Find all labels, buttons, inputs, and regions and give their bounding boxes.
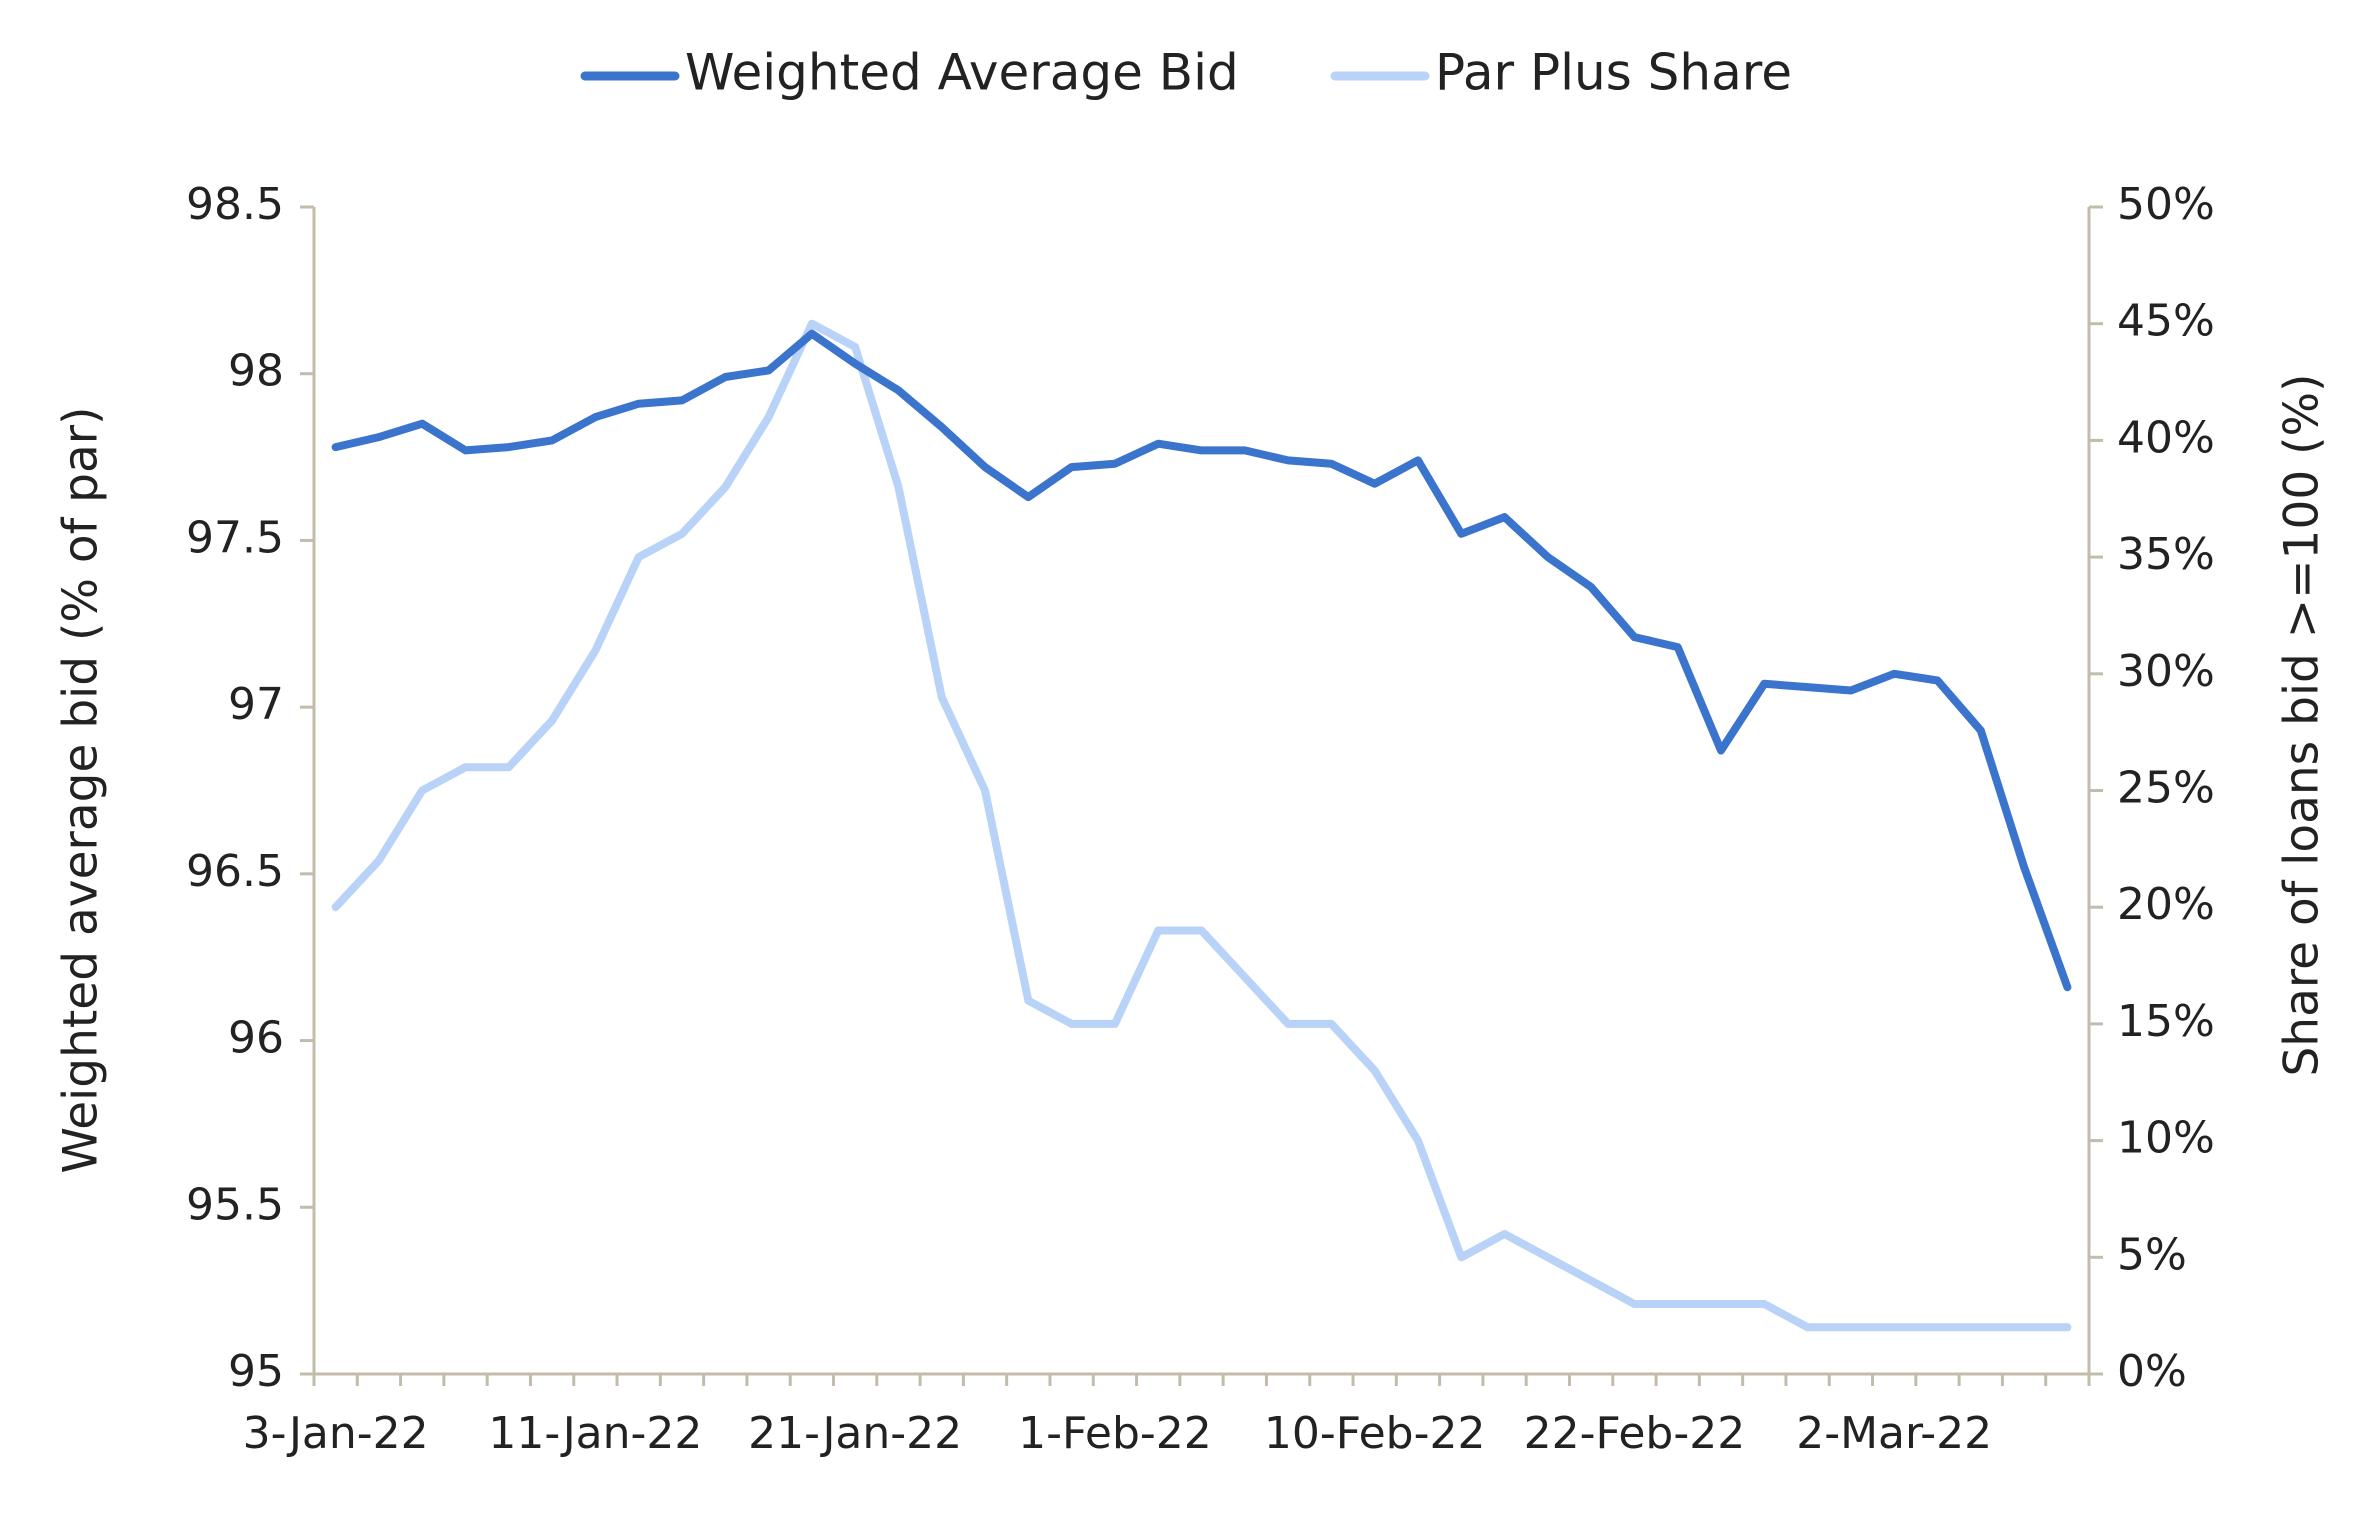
y2-tick-label: 30%	[2117, 646, 2215, 697]
x-tick-label: 21-Jan-22	[748, 1408, 962, 1459]
x-tick-label: 11-Jan-22	[488, 1408, 702, 1459]
y-tick-label: 96.5	[186, 846, 284, 897]
y-tick-label: 97	[228, 679, 284, 730]
x-tick-label: 3-Jan-22	[243, 1408, 429, 1459]
x-tick-label: 10-Feb-22	[1264, 1408, 1486, 1459]
y2-tick-label: 0%	[2117, 1346, 2187, 1397]
y-tick-label: 98	[228, 346, 284, 397]
y-tick-label: 98.5	[186, 179, 284, 230]
y2-tick-label: 15%	[2117, 996, 2215, 1047]
y-tick-label: 95.5	[186, 1179, 284, 1230]
y2-tick-label: 50%	[2117, 179, 2215, 230]
y2-tick-label: 10%	[2117, 1113, 2215, 1164]
y2-tick-label: 5%	[2117, 1229, 2187, 1280]
x-tick-label: 2-Mar-22	[1796, 1408, 1992, 1459]
series-line	[331, 329, 2072, 992]
y-tick-label: 95	[228, 1346, 284, 1397]
x-tick-label: 1-Feb-22	[1018, 1408, 1212, 1459]
y2-tick-label: 25%	[2117, 763, 2215, 814]
series-line	[331, 319, 2072, 1332]
x-tick-label: 22-Feb-22	[1524, 1408, 1746, 1459]
y2-tick-label: 45%	[2117, 296, 2215, 347]
legend-label: Weighted Average Bid	[685, 44, 1239, 102]
y-tick-label: 96	[228, 1013, 284, 1064]
y-tick-label: 97.5	[186, 512, 284, 563]
y2-axis-title: Share of loans bid >=100 (%)	[2275, 373, 2330, 1076]
y2-tick-label: 40%	[2117, 412, 2215, 463]
y-axis-title: Weighted average bid (% of par)	[54, 407, 109, 1174]
legend-label: Par Plus Share	[1435, 44, 1792, 102]
y2-tick-label: 35%	[2117, 529, 2215, 580]
y2-tick-label: 20%	[2117, 879, 2215, 930]
